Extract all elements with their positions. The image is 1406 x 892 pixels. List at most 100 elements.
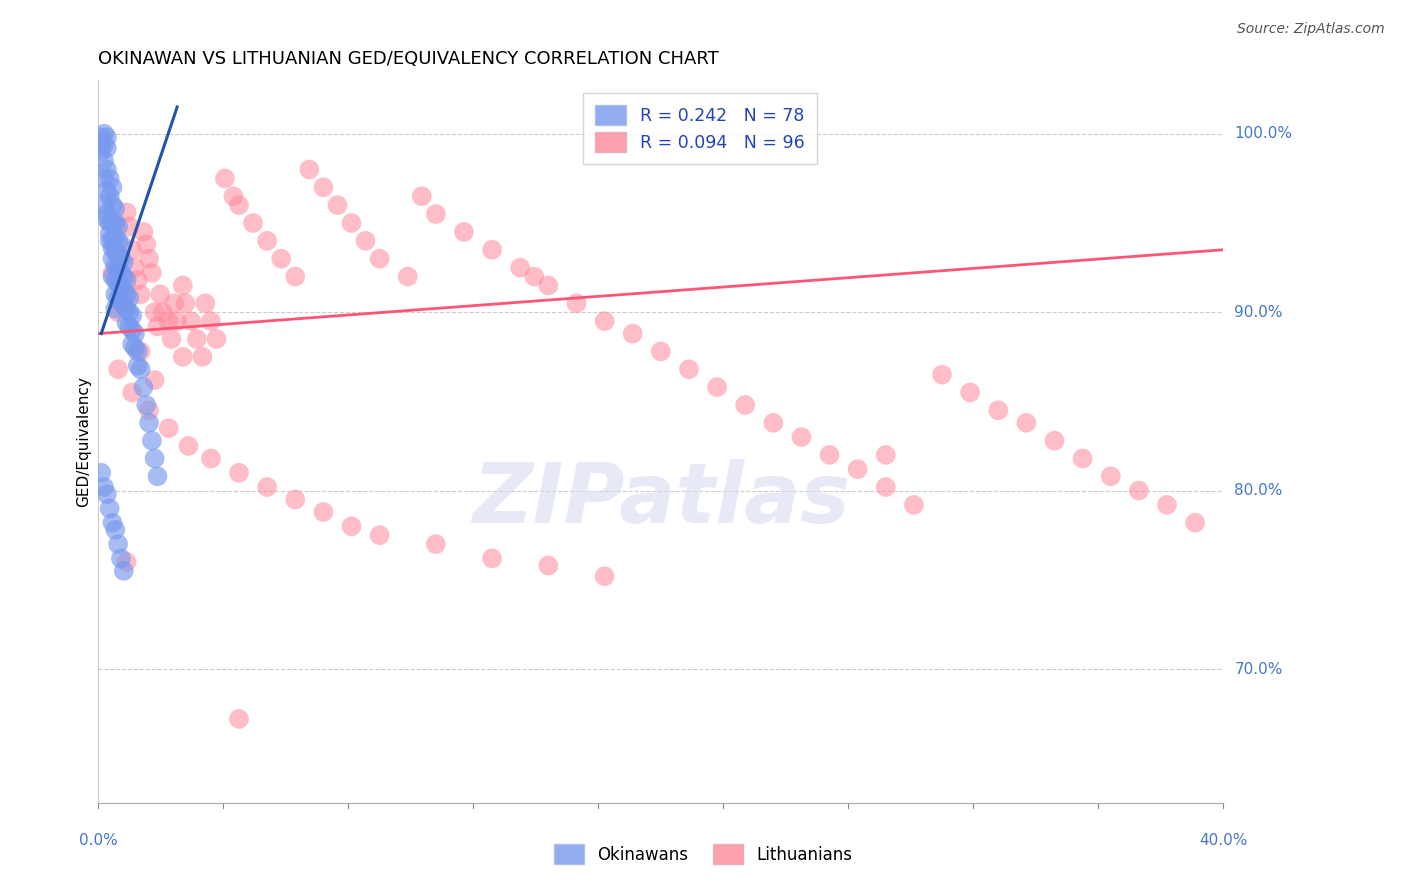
Point	[115, 287, 138, 301]
Text: Source: ZipAtlas.com: Source: ZipAtlas.com	[1237, 22, 1385, 37]
Point	[110, 252, 132, 266]
Point	[110, 266, 132, 280]
Point	[104, 273, 127, 287]
Point	[987, 403, 1010, 417]
Point	[931, 368, 953, 382]
Point	[98, 171, 121, 186]
Point	[509, 260, 531, 275]
Point	[115, 205, 138, 219]
Point	[1128, 483, 1150, 498]
Point	[146, 469, 169, 483]
Text: ZIPatlas: ZIPatlas	[472, 458, 849, 540]
Point	[180, 314, 202, 328]
Point	[104, 244, 127, 259]
Point	[98, 216, 121, 230]
Point	[118, 319, 141, 334]
Point	[166, 314, 188, 328]
Point	[256, 234, 278, 248]
Point	[110, 237, 132, 252]
Point	[104, 301, 127, 316]
Point	[256, 480, 278, 494]
Point	[96, 184, 118, 198]
Point	[228, 198, 250, 212]
Point	[112, 564, 135, 578]
Point	[107, 362, 129, 376]
Point	[121, 309, 143, 323]
Point	[425, 537, 447, 551]
Point	[326, 198, 349, 212]
Point	[200, 314, 222, 328]
Point	[107, 305, 129, 319]
Point	[135, 237, 157, 252]
Point	[127, 359, 149, 373]
Point	[650, 344, 672, 359]
Text: OKINAWAN VS LITHUANIAN GED/EQUIVALENCY CORRELATION CHART: OKINAWAN VS LITHUANIAN GED/EQUIVALENCY C…	[98, 50, 720, 68]
Point	[104, 216, 127, 230]
Point	[678, 362, 700, 376]
Point	[903, 498, 925, 512]
Point	[593, 569, 616, 583]
Point	[875, 480, 897, 494]
Point	[107, 291, 129, 305]
Text: 40.0%: 40.0%	[1199, 833, 1247, 848]
Point	[186, 332, 208, 346]
Point	[959, 385, 981, 400]
Point	[149, 287, 172, 301]
Point	[172, 350, 194, 364]
Point	[101, 216, 124, 230]
Point	[101, 266, 124, 280]
Point	[146, 319, 169, 334]
Point	[396, 269, 419, 284]
Point	[93, 480, 115, 494]
Point	[127, 273, 149, 287]
Point	[818, 448, 841, 462]
Point	[90, 466, 112, 480]
Point	[132, 225, 155, 239]
Point	[453, 225, 475, 239]
Legend: Okinawans, Lithuanians: Okinawans, Lithuanians	[547, 838, 859, 871]
Point	[205, 332, 228, 346]
Point	[104, 259, 127, 273]
Point	[172, 278, 194, 293]
Point	[174, 296, 197, 310]
Point	[1071, 451, 1094, 466]
Point	[135, 398, 157, 412]
Point	[138, 416, 160, 430]
Point	[90, 145, 112, 159]
Point	[107, 248, 129, 262]
Point	[101, 241, 124, 255]
Point	[121, 243, 143, 257]
Point	[98, 189, 121, 203]
Point	[93, 137, 115, 152]
Point	[124, 341, 146, 355]
Point	[1184, 516, 1206, 530]
Point	[129, 362, 152, 376]
Point	[101, 234, 124, 248]
Point	[96, 162, 118, 177]
Point	[93, 153, 115, 168]
Point	[284, 269, 307, 284]
Point	[96, 487, 118, 501]
Point	[425, 207, 447, 221]
Point	[411, 189, 433, 203]
Point	[129, 287, 152, 301]
Point	[1015, 416, 1038, 430]
Point	[228, 466, 250, 480]
Point	[101, 252, 124, 266]
Point	[107, 262, 129, 277]
Point	[112, 255, 135, 269]
Point	[762, 416, 785, 430]
Point	[222, 189, 245, 203]
Point	[1156, 498, 1178, 512]
Point	[101, 198, 124, 212]
Point	[115, 555, 138, 569]
Point	[110, 294, 132, 309]
Point	[101, 180, 124, 194]
Point	[101, 516, 124, 530]
Point	[734, 398, 756, 412]
Point	[118, 219, 141, 234]
Point	[160, 332, 183, 346]
Point	[96, 130, 118, 145]
Point	[523, 269, 546, 284]
Point	[706, 380, 728, 394]
